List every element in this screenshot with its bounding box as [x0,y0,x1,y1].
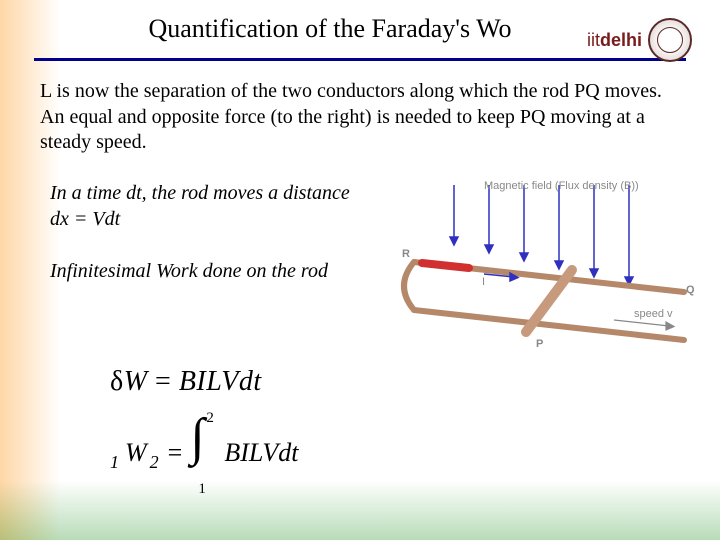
diagram-svg [384,180,704,360]
header: Quantification of the Faraday's Wo iitde… [0,0,720,52]
diagram-label-speed: speed v [634,308,673,320]
intro-paragraph: L is now the separation of the two condu… [40,79,680,156]
diagram-label-r: R [402,248,410,260]
diagram-label-q: Q [686,284,695,296]
diagram-label-field: Magnetic field (Flux density (B)) [484,180,639,192]
equation-2: 1 W 2 = ∫ 2 1 BILVdt [110,418,680,488]
institute-logo: iitdelhi [587,18,692,62]
diagram-label-p: P [536,338,543,350]
logo-text: iitdelhi [587,30,642,51]
slide-body: L is now the separation of the two condu… [0,61,720,488]
equations-block: δW = BILVdt 1 W 2 = ∫ 2 1 BILVdt [40,366,680,488]
diagram-label-i: I [482,276,485,288]
italic-line-1: In a time dt, the rod moves a distance d… [50,180,370,232]
italic-line-2: Infinitesimal Work done on the rod [50,258,370,284]
equation-1: δW = BILVdt [110,366,680,398]
faraday-diagram: Magnetic field (Flux density (B)) R I Q … [384,180,704,360]
integral-icon: ∫ 2 1 [188,418,218,488]
page-title: Quantification of the Faraday's Wo [40,14,680,44]
logo-seal-icon [648,18,692,62]
